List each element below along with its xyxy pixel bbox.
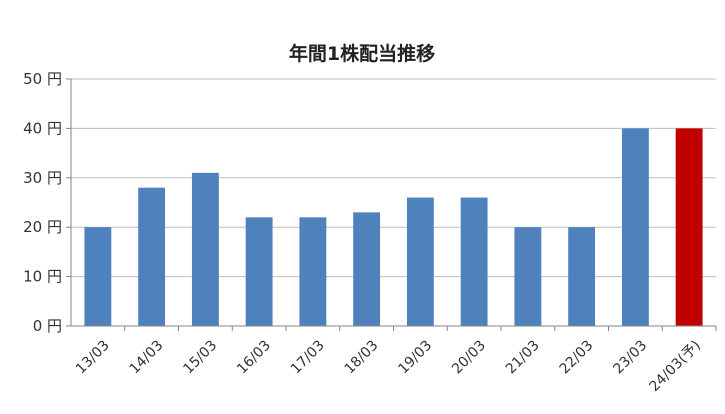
bar-16/03 bbox=[245, 217, 273, 326]
y-tick-label: 20 円 bbox=[23, 218, 62, 236]
gridlines bbox=[66, 78, 717, 331]
x-tick-label: 15/03 bbox=[180, 338, 220, 378]
y-tick-label: 30 円 bbox=[23, 169, 62, 187]
x-tick-label: 22/03 bbox=[557, 338, 597, 378]
bar-18/03 bbox=[353, 212, 381, 326]
y-tick-label: 0 円 bbox=[33, 317, 62, 335]
x-tick-label: 23/03 bbox=[610, 338, 650, 378]
bar-23/03 bbox=[621, 128, 649, 326]
x-tick-label: 17/03 bbox=[288, 338, 328, 378]
x-tick-label: 24/03(予) bbox=[646, 338, 703, 395]
y-tick-label: 40 円 bbox=[23, 119, 62, 137]
x-tick-label: 20/03 bbox=[449, 338, 489, 378]
bars bbox=[84, 128, 703, 326]
bar-19/03 bbox=[406, 197, 434, 326]
bar-17/03 bbox=[299, 217, 327, 326]
bar-22/03 bbox=[568, 227, 596, 326]
x-tick-label: 21/03 bbox=[503, 338, 543, 378]
x-tick-label: 16/03 bbox=[234, 338, 274, 378]
bar-24/03(予) bbox=[675, 128, 703, 326]
x-tick-label: 18/03 bbox=[342, 338, 382, 378]
x-tick-labels: 13/03 14/03 15/03 16/03 17/03 18/03 19/03 20/03… bbox=[73, 338, 704, 395]
bar-15/03 bbox=[191, 172, 219, 326]
bar-20/03 bbox=[460, 197, 488, 326]
y-tick-label: 50 円 bbox=[23, 70, 62, 88]
y-tick-label: 10 円 bbox=[23, 268, 62, 286]
bar-13/03 bbox=[84, 227, 112, 326]
bar-14/03 bbox=[138, 187, 166, 326]
axes bbox=[70, 79, 716, 327]
x-tick-label: 19/03 bbox=[395, 338, 435, 378]
y-tick-labels: 0 円 10 円 20 円 30 円 40 円 50 円 bbox=[23, 70, 62, 335]
chart-title: 年間1株配当推移 bbox=[289, 42, 435, 65]
x-tick-label: 14/03 bbox=[127, 338, 167, 378]
bar-21/03 bbox=[514, 227, 542, 326]
x-tick-label: 13/03 bbox=[73, 338, 113, 378]
